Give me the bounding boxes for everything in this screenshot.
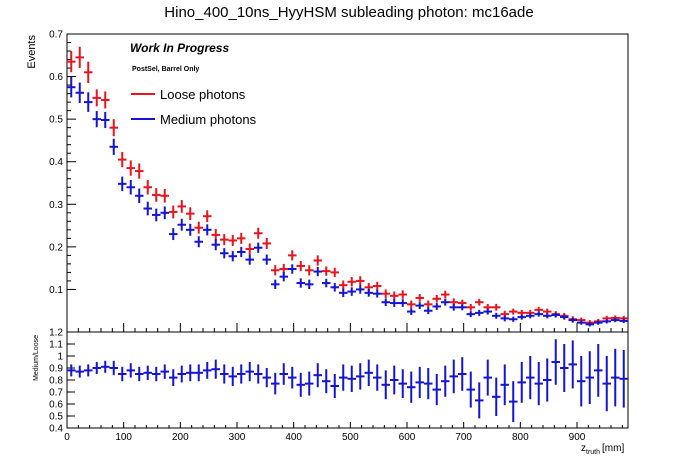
x-tick-label: 800: [512, 432, 529, 443]
top-y-tick-label: 0.6: [49, 72, 63, 83]
x-axis: 0 100 200 300 400 500 600 700 800 900: [64, 323, 623, 443]
ratio-y-tick-label: 0.6: [49, 400, 63, 411]
ratio-y-axis: 0.40.50.60.70.80.911.11.2: [49, 328, 75, 435]
ratio-y-axis-label: Medium/Loose: [33, 335, 40, 381]
x-tick-label: 900: [569, 432, 586, 443]
top-y-tick-label: 0.7: [49, 30, 63, 41]
x-tick-label: 500: [342, 432, 359, 443]
legend: Loose photons Medium photons: [131, 87, 257, 127]
y-axis-label: Events: [26, 35, 38, 69]
chart-title: Hino_400_10ns_HyyHSM subleading photon: …: [164, 4, 533, 21]
x-axis-label-unit: [mm]: [602, 443, 624, 454]
ratio-y-tick-label: 0.9: [49, 364, 63, 375]
x-axis-label-main: z: [581, 443, 586, 454]
x-tick-label: 700: [455, 432, 472, 443]
ratio-y-tick-label: 0.8: [49, 376, 63, 387]
series-medium-photons: [67, 76, 628, 327]
series-loose-photons: [67, 46, 628, 326]
top-y-axis: 0.1 0.2 0.3 0.4 0.5 0.6 0.7: [49, 30, 76, 296]
x-tick-label: 600: [399, 432, 416, 443]
x-tick-label: 100: [115, 432, 132, 443]
ratio-y-tick-label: 0.4: [49, 424, 63, 435]
ratio-y-tick-label: 0.7: [49, 388, 63, 399]
selection-label: PostSel, Barrel Only: [132, 66, 199, 73]
x-tick-label: 300: [229, 432, 246, 443]
top-y-tick-label: 0.2: [49, 242, 63, 253]
top-y-tick-label: 0.4: [49, 157, 63, 168]
top-y-tick-label: 0.1: [49, 285, 63, 296]
x-tick-label: 0: [64, 432, 70, 443]
x-axis-label: ztruth [mm]: [581, 443, 624, 456]
ratio-y-tick-label: 1: [57, 352, 63, 363]
series-ratio: [67, 339, 628, 422]
x-axis-label-sub: truth: [586, 449, 600, 456]
work-in-progress-label: Work In Progress: [130, 41, 229, 55]
top-y-tick-label: 0.3: [49, 200, 63, 211]
x-tick-label: 400: [285, 432, 302, 443]
x-tick-label: 200: [172, 432, 189, 443]
top-panel-frame: [66, 33, 629, 333]
top-y-tick-label: 0.5: [49, 115, 63, 126]
svg-text:ztruth[mm]: ztruth [mm]: [581, 443, 624, 456]
legend-label-loose: Loose photons: [160, 87, 246, 102]
ratio-y-tick-label: 1.1: [49, 340, 63, 351]
legend-label-medium: Medium photons: [160, 112, 257, 127]
ratio-y-tick-label: 1.2: [49, 328, 63, 339]
ratio-y-tick-label: 0.5: [49, 412, 63, 423]
